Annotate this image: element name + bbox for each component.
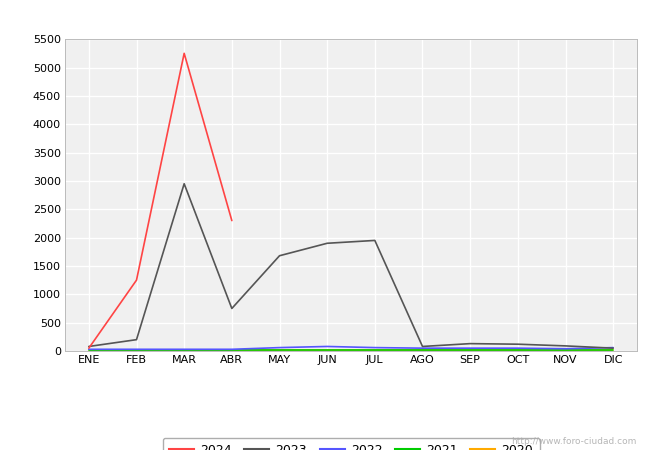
Legend: 2024, 2023, 2022, 2021, 2020: 2024, 2023, 2022, 2021, 2020	[162, 438, 540, 450]
Text: http://www.foro-ciudad.com: http://www.foro-ciudad.com	[512, 436, 637, 446]
Text: Matriculaciones de Vehiculos en Finestrat: Matriculaciones de Vehiculos en Finestra…	[166, 8, 484, 22]
